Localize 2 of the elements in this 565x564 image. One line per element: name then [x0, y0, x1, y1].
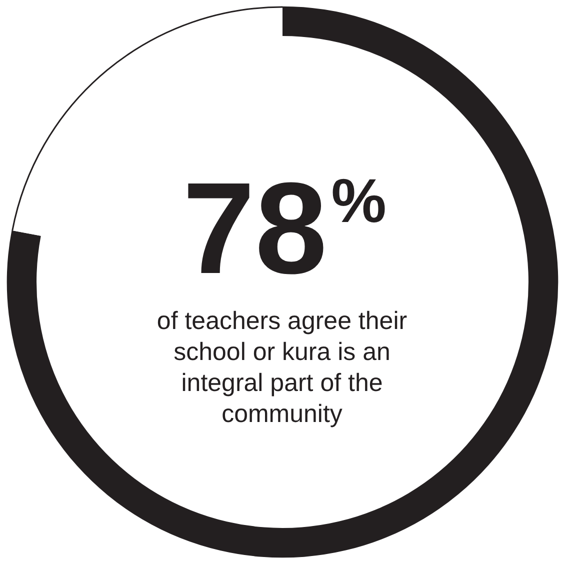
text: of teachers agree their school or kura is an integral part of the community — [156, 306, 408, 430]
data-label: 78% — [182, 155, 386, 301]
